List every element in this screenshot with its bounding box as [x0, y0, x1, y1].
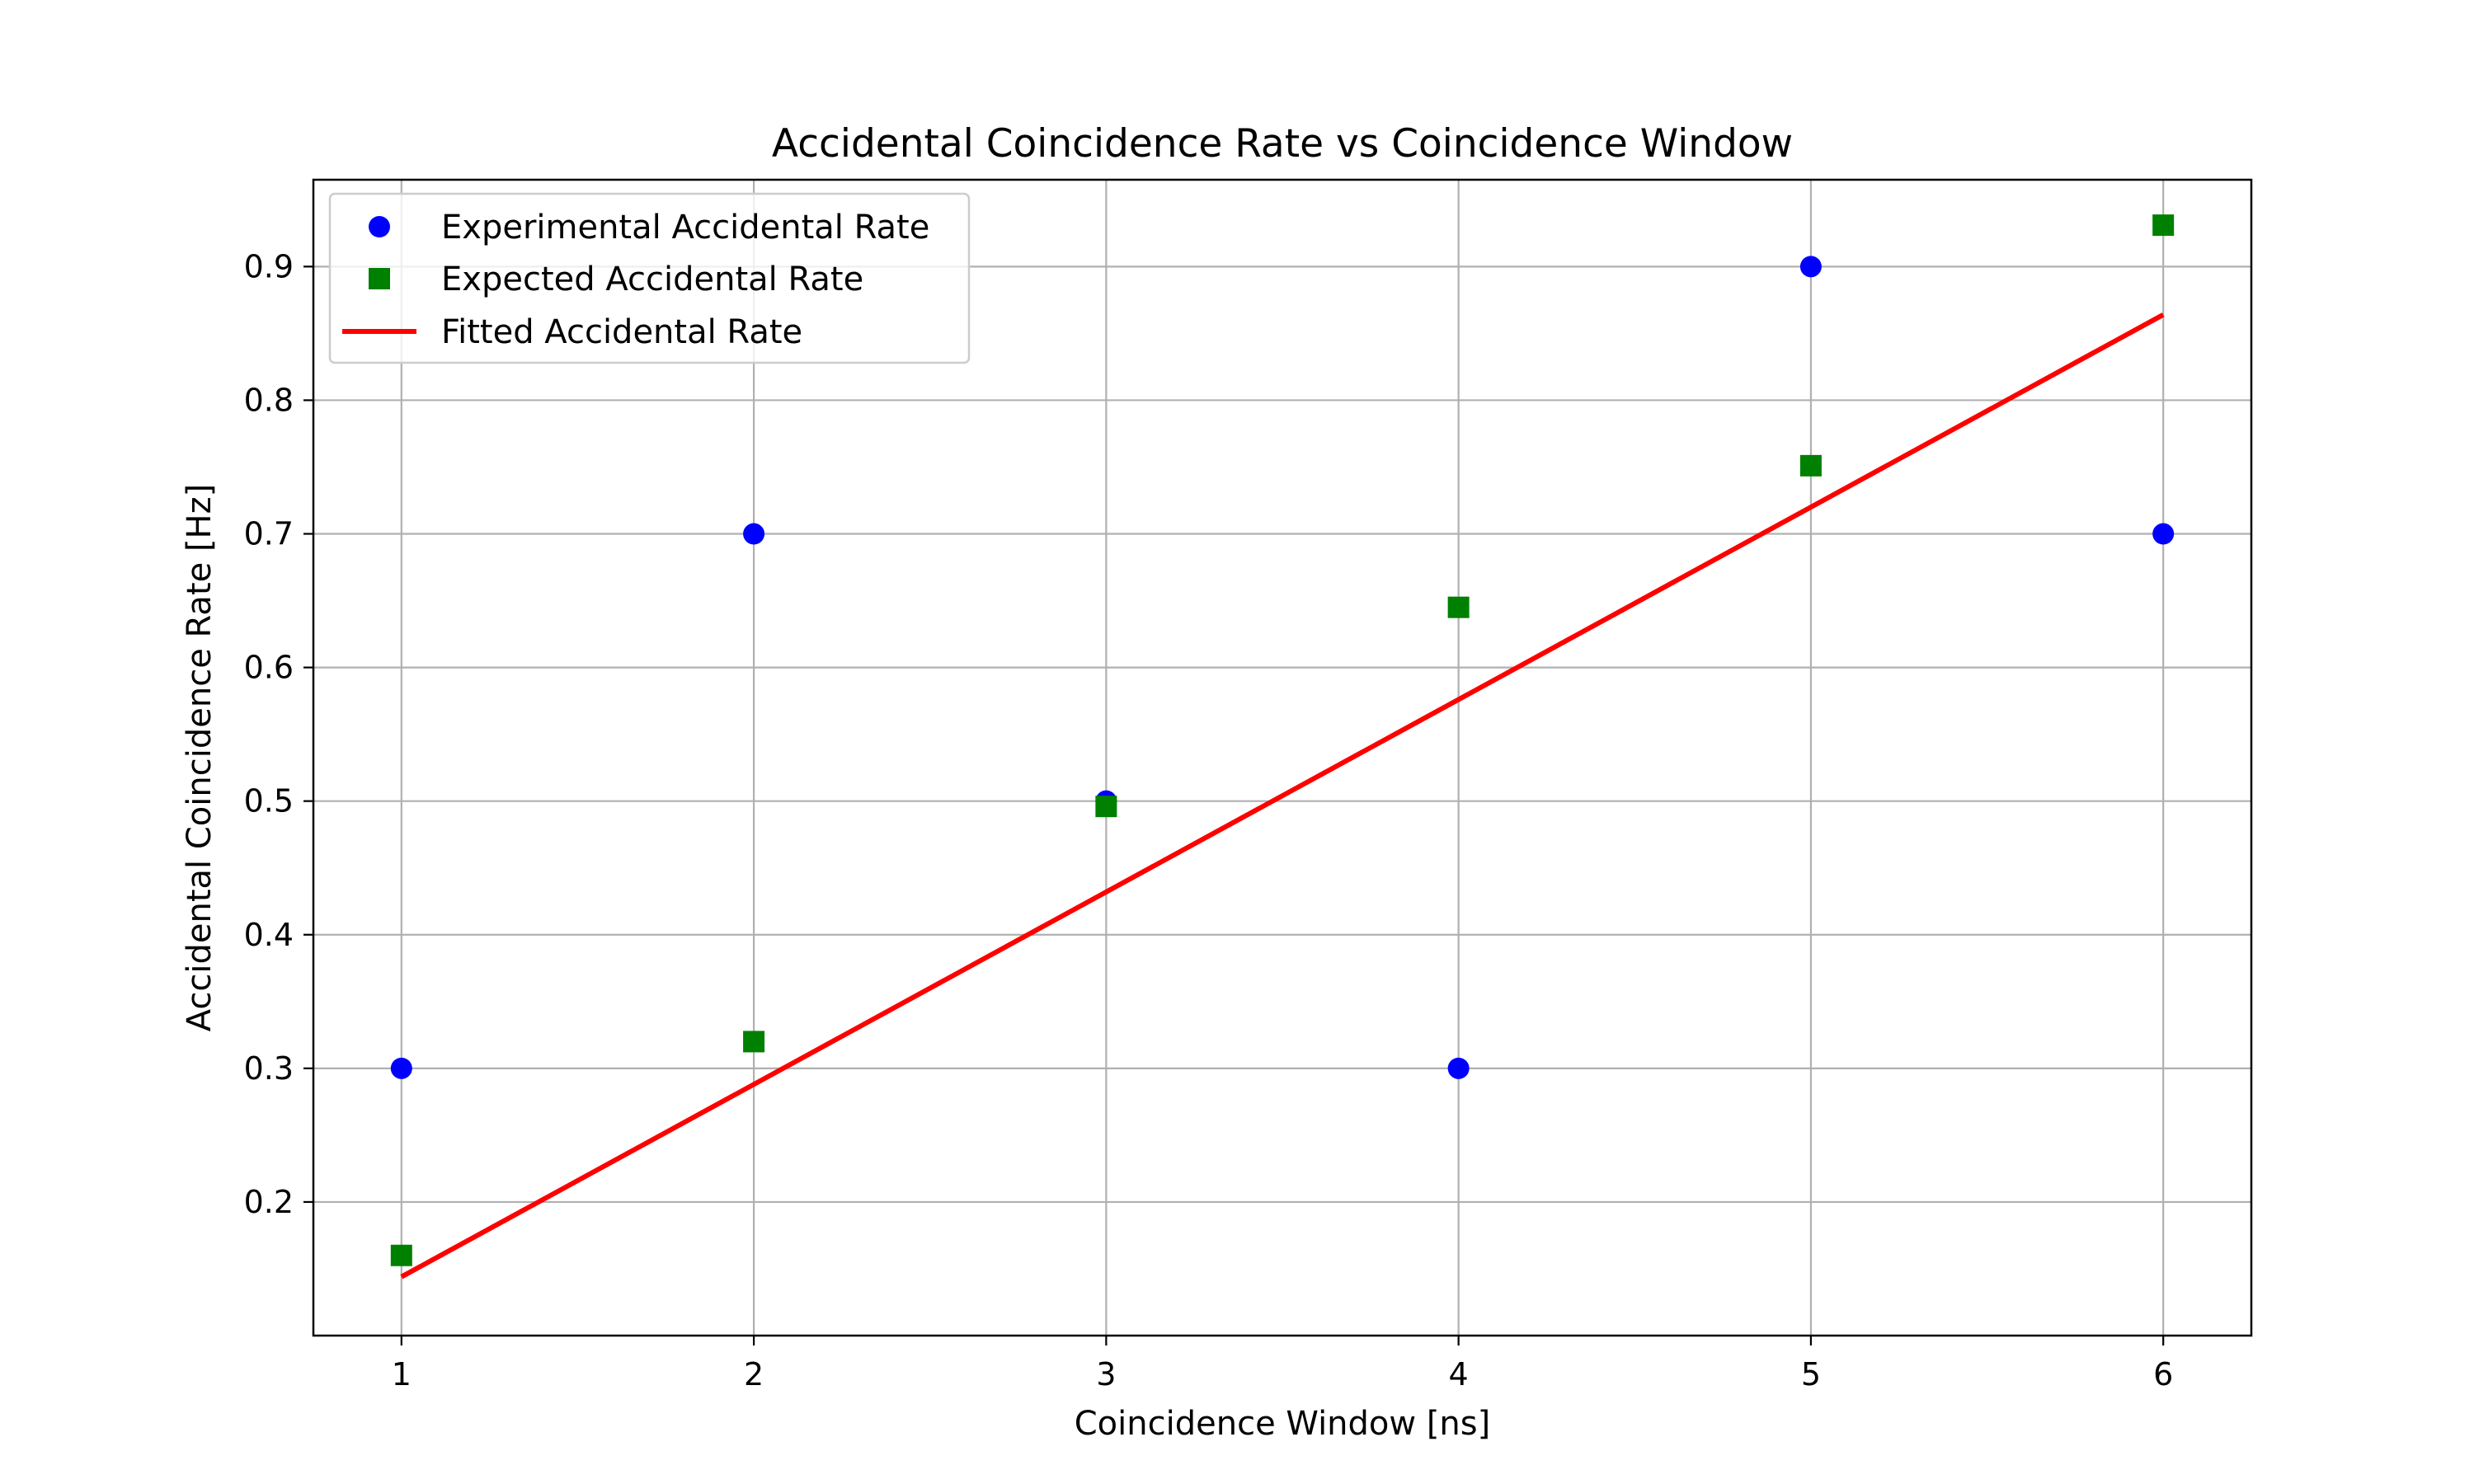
- legend-swatch-expected-accidental-rate: [369, 268, 390, 289]
- legend-label: Fitted Accidental Rate: [441, 313, 802, 351]
- data-point-expected-accidental-rate: [743, 1031, 765, 1053]
- x-axis-label: Coincidence Window [ns]: [1075, 1405, 1490, 1443]
- legend-label: Experimental Accidental Rate: [441, 209, 929, 247]
- y-tick-label: 0.4: [244, 917, 294, 953]
- legend-label: Expected Accidental Rate: [441, 261, 863, 298]
- plot-frame: [312, 178, 2253, 1337]
- data-point-experimental-accidental-rate: [2152, 523, 2175, 545]
- legend-swatch-experimental-accidental-rate: [369, 216, 390, 237]
- y-axis: 0.2 0.3 0.4 0.5 0.6 0.7 0.8 0.9: [244, 248, 313, 1220]
- y-tick-label: 0.6: [244, 650, 294, 686]
- x-tick-label: 6: [2153, 1356, 2173, 1392]
- chart-title: Accidental Coincidence Rate vs Coinciden…: [772, 121, 1793, 167]
- x-tick-label: 3: [1096, 1356, 1116, 1392]
- y-tick-label: 0.7: [244, 516, 294, 552]
- x-tick-label: 1: [392, 1356, 412, 1392]
- data-point-experimental-accidental-rate: [743, 523, 765, 545]
- data-point-expected-accidental-rate: [1799, 454, 1822, 477]
- y-axis-label: Accidental Coincidence Rate [Hz]: [181, 484, 219, 1032]
- legend-entries: Experimental Accidental Rate Expected Acc…: [342, 209, 929, 351]
- y-tick-label: 0.5: [244, 783, 294, 819]
- y-tick-label: 0.9: [244, 248, 294, 284]
- y-tick-label: 0.2: [244, 1184, 294, 1220]
- series-line-fitted-accidental-rate: [400, 312, 2165, 1280]
- data-point-expected-accidental-rate: [1095, 796, 1117, 818]
- grid: [313, 180, 2251, 1336]
- x-tick-label: 5: [1801, 1356, 1821, 1392]
- x-tick-label: 2: [744, 1356, 764, 1392]
- data-point-experimental-accidental-rate: [1447, 1057, 1470, 1079]
- y-tick-label: 0.8: [244, 382, 294, 418]
- data-point-expected-accidental-rate: [2152, 214, 2175, 237]
- data-point-expected-accidental-rate: [1447, 596, 1470, 618]
- x-tick-label: 4: [1449, 1356, 1469, 1392]
- data-point-expected-accidental-rate: [390, 1244, 412, 1266]
- data-point-experimental-accidental-rate: [1799, 256, 1822, 278]
- x-axis: 1 2 3 4 5 6: [392, 1336, 2173, 1392]
- legend-box: [328, 192, 971, 364]
- series-layer: [390, 214, 2175, 1280]
- y-tick-label: 0.3: [244, 1050, 294, 1087]
- legend: Experimental Accidental Rate Expected Acc…: [328, 192, 971, 364]
- data-point-experimental-accidental-rate: [390, 1057, 412, 1079]
